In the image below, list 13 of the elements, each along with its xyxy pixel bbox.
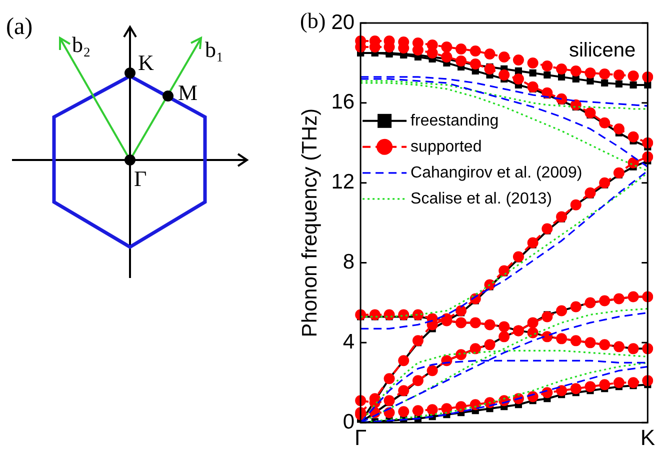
y-tick-label: 0 [342, 410, 355, 434]
legend-label: Scalise et al. (2013) [410, 190, 552, 208]
y-tick-label: 8 [342, 250, 355, 274]
legend-label: freestanding [410, 112, 499, 130]
y-tick-label: 4 [342, 330, 355, 354]
y-axis-title: Phonon frequency (THz) [298, 108, 322, 338]
annotation: silicene [568, 40, 636, 62]
y-tick-label: 16 [331, 90, 355, 114]
y-tick-label: 12 [331, 170, 355, 194]
chart-title: (b) [300, 8, 326, 33]
legend-label: Cahangirov et al. (2009) [410, 164, 582, 182]
legend-label: supported [410, 138, 482, 156]
y-tick-label: 20 [331, 10, 355, 34]
